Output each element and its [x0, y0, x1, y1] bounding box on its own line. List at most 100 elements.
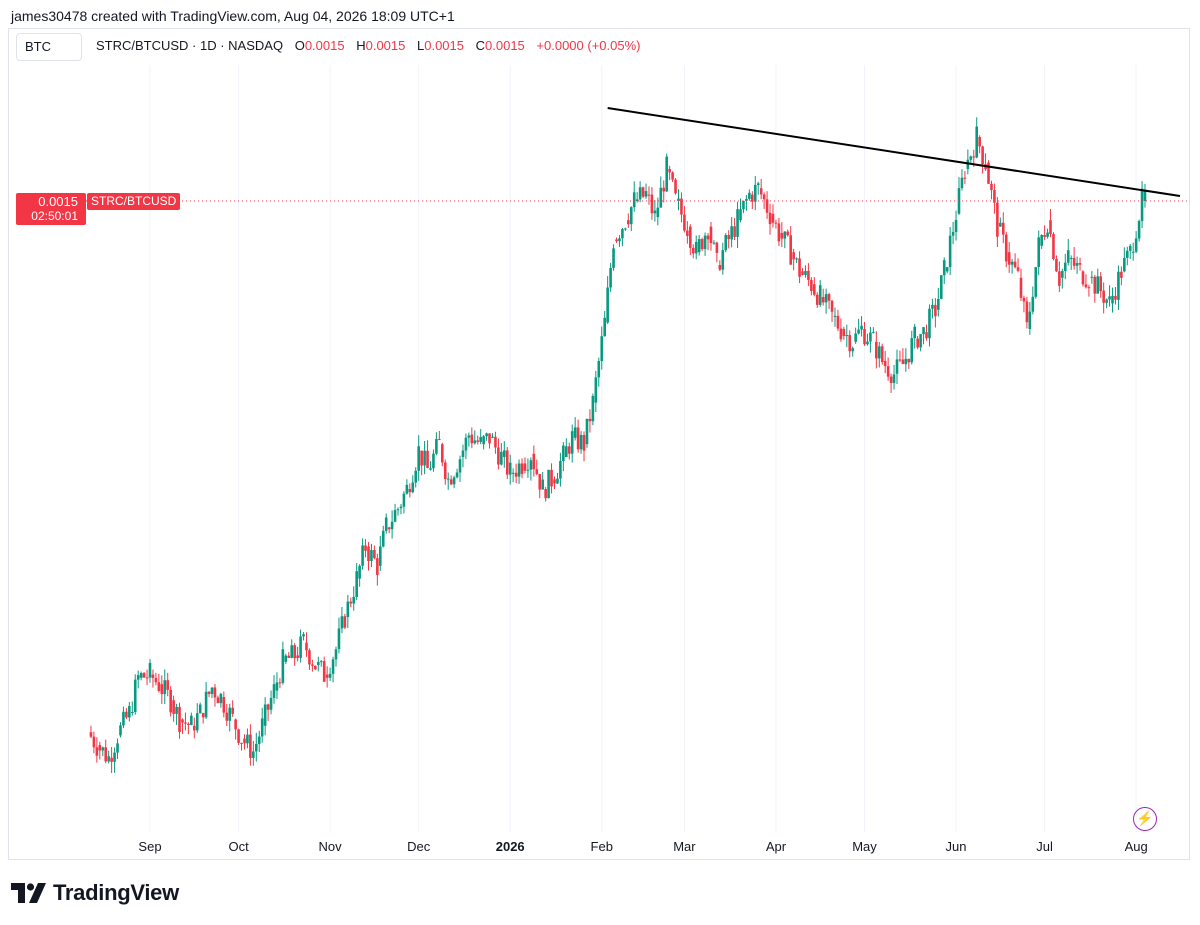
candle-body	[387, 527, 391, 530]
candle-body	[863, 329, 866, 345]
chart-panel[interactable]	[8, 28, 1190, 860]
candle-body	[948, 235, 952, 268]
candle-body	[95, 747, 99, 756]
close-value: 0.0015	[485, 38, 525, 53]
candle-body	[346, 601, 350, 617]
candle-body	[1093, 276, 1097, 294]
candle-body	[618, 238, 621, 242]
candle-body	[281, 649, 285, 683]
candle-body	[423, 450, 426, 466]
candle-body	[624, 228, 627, 230]
candle-body	[724, 235, 728, 251]
candle-body	[1034, 267, 1038, 297]
candle-body	[556, 478, 559, 484]
candle-body	[302, 634, 305, 637]
x-tick-label: Jul	[1036, 839, 1053, 854]
candle-body	[854, 333, 857, 342]
candle-body	[1063, 262, 1067, 272]
candle-body	[824, 294, 828, 303]
candle-body	[683, 214, 686, 231]
candle-body	[349, 601, 353, 604]
candle-body	[1096, 276, 1100, 294]
candle-body	[514, 472, 518, 477]
candle-body	[910, 338, 914, 363]
candle-body	[857, 329, 860, 334]
candle-body	[665, 156, 668, 192]
candle-body	[1031, 296, 1035, 312]
candle-body	[417, 446, 420, 471]
candle-body	[464, 437, 468, 451]
candle-body	[529, 460, 533, 470]
candle-body	[565, 446, 568, 457]
candle-body	[1004, 234, 1008, 262]
candle-body	[110, 757, 113, 762]
candle-body	[753, 184, 757, 202]
candle-body	[488, 433, 491, 444]
candle-body	[594, 377, 598, 403]
candle-body	[830, 300, 834, 312]
candle-body	[402, 493, 406, 507]
lightning-icon[interactable]: ⚡	[1133, 807, 1157, 831]
candle-body	[1022, 297, 1026, 302]
candle-body	[877, 346, 881, 359]
bar-countdown: 02:50:01	[31, 209, 78, 223]
candle-body	[1137, 220, 1141, 239]
candle-body	[269, 697, 273, 710]
candle-body	[547, 469, 550, 499]
candle-body	[154, 677, 158, 683]
candle-body	[192, 725, 196, 731]
candle-body	[591, 395, 595, 422]
candle-body	[1090, 276, 1094, 278]
candle-body	[866, 341, 869, 345]
candle-body	[727, 235, 730, 240]
candle-body	[895, 359, 899, 374]
candle-body	[653, 210, 657, 214]
candle-body	[544, 489, 547, 499]
candle-body	[969, 156, 973, 160]
candle-body	[319, 661, 323, 663]
candle-body	[331, 659, 335, 674]
candle-body	[939, 275, 943, 299]
candle-body	[219, 693, 223, 704]
candle-body	[700, 239, 704, 250]
candle-body	[567, 446, 571, 454]
candle-body	[972, 156, 976, 158]
candle-body	[975, 126, 979, 158]
candle-body	[328, 673, 332, 678]
candle-body	[689, 226, 692, 248]
candle-body	[771, 213, 775, 223]
candle-body	[632, 192, 636, 208]
candle-body	[240, 742, 243, 744]
candle-body	[449, 479, 453, 485]
candle-body	[497, 447, 500, 465]
candle-body	[736, 209, 739, 237]
tradingview-logo[interactable]: TradingView	[11, 878, 179, 908]
candle-body	[364, 545, 367, 551]
change-value: +0.0000 (+0.05%)	[536, 38, 641, 53]
candle-body	[343, 616, 347, 628]
candle-body	[435, 439, 438, 454]
symbol-search-button[interactable]: BTC	[16, 33, 82, 61]
candle-body	[1055, 259, 1058, 272]
candle-body	[1075, 263, 1079, 266]
candle-body	[381, 530, 385, 547]
candle-body	[231, 707, 234, 714]
candle-body	[677, 198, 680, 201]
candle-body	[635, 199, 639, 201]
candle-body	[441, 444, 444, 463]
candle-body	[981, 146, 984, 165]
candle-body	[697, 239, 701, 253]
candle-body	[615, 239, 618, 242]
candle-body	[650, 194, 654, 214]
candle-body	[517, 463, 521, 477]
candle-body	[733, 226, 736, 237]
candle-body	[789, 235, 792, 265]
candle-body	[603, 317, 606, 337]
candle-body	[130, 712, 134, 714]
candle-body	[476, 440, 480, 442]
candle-body	[390, 521, 394, 530]
candle-body	[157, 682, 161, 691]
candle-body	[334, 649, 338, 660]
candle-body	[222, 697, 226, 713]
